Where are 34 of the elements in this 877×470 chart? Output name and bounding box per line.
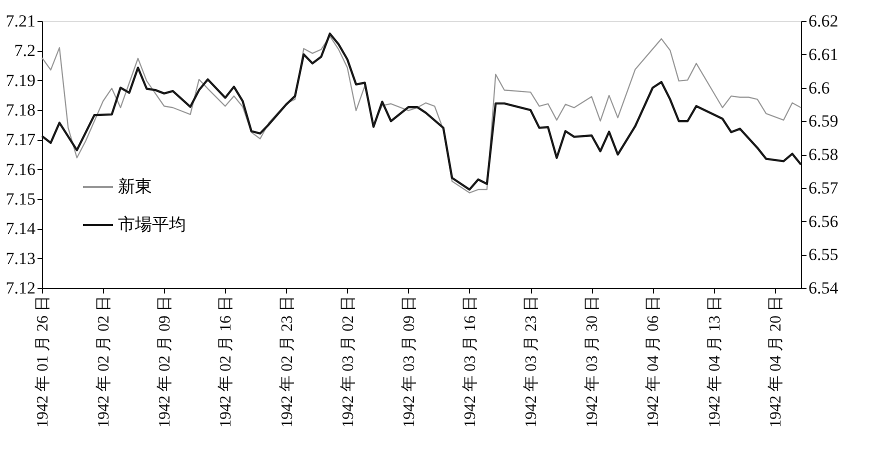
x-tick-label: 1942 年 04 月 20 日 [767, 296, 784, 428]
y-tick-label: 7.16 [6, 160, 36, 179]
y-tick-label: 7.18 [6, 100, 36, 120]
legend-label: 新東 [118, 177, 152, 196]
y2-tick-label: 6.62 [808, 12, 838, 30]
y-tick-label: 7.12 [6, 278, 36, 298]
x-tick-label: 1942 年 02 月 02 日 [96, 296, 113, 428]
y2-tick-label: 6.55 [808, 245, 838, 264]
y2-tick-label: 6.61 [808, 44, 838, 64]
x-tick-label: 1942 年 02 月 09 日 [156, 296, 174, 428]
y2-tick-label: 6.58 [808, 145, 838, 164]
x-tick-label: 1942 年 03 月 09 日 [400, 296, 418, 428]
y2-tick-label: 6.56 [808, 212, 838, 231]
y-tick-label: 7.21 [6, 12, 36, 30]
y2-tick-label: 6.57 [808, 178, 839, 198]
x-tick-label: 1942 年 02 月 23 日 [278, 296, 296, 428]
x-tick-label: 1942 年 02 月 16 日 [218, 296, 235, 428]
x-tick-label: 1942 年 03 月 23 日 [523, 296, 540, 428]
y-tick-label: 7.14 [6, 219, 36, 238]
x-tick-label: 1942 年 03 月 02 日 [340, 296, 357, 428]
legend-label: 市場平均 [118, 215, 186, 234]
y-tick-label: 7.19 [6, 70, 36, 90]
y-tick-label: 7.13 [6, 248, 36, 268]
y-tick-label: 7.2 [14, 41, 36, 60]
x-tick-label: 1942 年 01 月 26 日 [34, 296, 52, 428]
y2-tick-label: 6.54 [808, 278, 839, 298]
y2-tick-label: 6.6 [808, 78, 830, 98]
x-tick-label: 1942 年 04 月 06 日 [645, 296, 662, 428]
y-tick-label: 7.15 [6, 190, 36, 208]
x-tick-label: 1942 年 03 月 30 日 [584, 296, 602, 428]
y2-tick-label: 6.59 [808, 112, 838, 131]
x-tick-label: 1942 年 03 月 16 日 [462, 296, 479, 428]
x-tick-label: 1942 年 04 月 13 日 [706, 296, 724, 428]
y-tick-label: 7.17 [6, 130, 36, 150]
